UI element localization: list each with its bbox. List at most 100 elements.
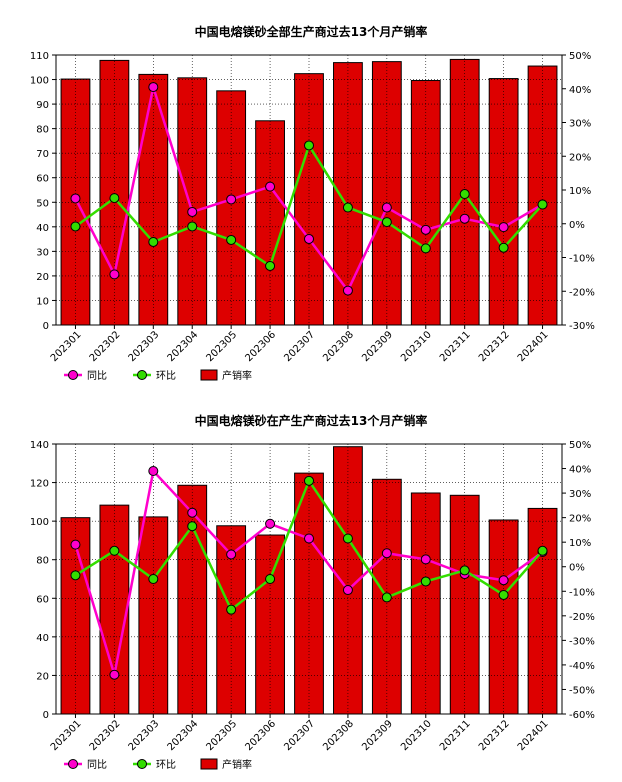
y-tick-label: 0 <box>43 321 49 332</box>
legend-bar-swatch <box>200 369 218 381</box>
y-tick-label: 120 <box>30 479 49 490</box>
x-tick-label: 202304 <box>166 329 201 364</box>
y-tick-label: 80 <box>36 125 49 136</box>
yoy-point-202305 <box>226 549 237 560</box>
y2-tick-label: 40% <box>569 85 591 96</box>
chart-svg-all-producers: 中国电熔镁砂全部生产商过去13个月产销率 0 10 20 30 40 50 60 70 80 90 1… <box>30 24 595 382</box>
mom-point-202312 <box>498 242 509 253</box>
mom-point-202308 <box>342 533 353 544</box>
x-tick-label: 202309 <box>360 329 395 364</box>
y2-tick-label: -30% <box>569 636 595 647</box>
legend-mom-label: 环比 <box>156 370 176 382</box>
chart-title: 中国电熔镁砂在产生产商过去13个月产销率 <box>195 413 428 428</box>
x-tick-label: 202308 <box>321 329 356 364</box>
mom-point-202310 <box>420 576 431 587</box>
y-tick-label: 70 <box>36 149 49 160</box>
x-tick-label: 202401 <box>516 329 551 364</box>
x-tick-label: 202310 <box>399 718 434 753</box>
legend-mom-marker <box>137 759 147 769</box>
y-tick-label: 60 <box>36 594 49 605</box>
yoy-point-202310 <box>420 554 431 565</box>
mom-point-202306 <box>265 260 276 271</box>
yoy-point-202303 <box>148 82 159 93</box>
y-tick-label: 140 <box>30 440 49 451</box>
yoy-point-202307 <box>304 233 314 244</box>
mom-point-202308 <box>342 202 353 213</box>
x-tick-label: 202307 <box>282 329 317 364</box>
x-tick-label: 202312 <box>477 718 512 753</box>
yoy-point-202308 <box>342 285 353 296</box>
y-tick-label: 20 <box>36 671 49 682</box>
x-tick-label: 202306 <box>243 329 278 364</box>
y-tick-label: 30 <box>36 247 49 258</box>
y2-tick-label: -30% <box>569 321 595 332</box>
y2-tick-label: 0% <box>569 563 585 574</box>
x-tick-label: 202302 <box>88 718 123 753</box>
y2-tick-label: -50% <box>569 685 595 696</box>
legend: 同比 环比 产销率 <box>64 369 252 382</box>
mom-point-202401 <box>537 545 548 556</box>
legend-yoy-marker <box>68 370 78 380</box>
y2-tick-label: 10% <box>569 538 591 549</box>
y2-tick-label: 30% <box>569 119 591 130</box>
mom-point-202302 <box>109 545 120 556</box>
x-tick-label: 202303 <box>127 329 162 364</box>
x-tick-label: 202304 <box>166 718 201 753</box>
y2-tick-label: 20% <box>569 514 591 525</box>
mom-point-202304 <box>187 521 198 532</box>
yoy-point-202302 <box>109 269 120 280</box>
yoy-point-202306 <box>265 518 276 529</box>
legend-bar-swatch <box>200 758 218 770</box>
legend-mom-label: 环比 <box>156 759 176 771</box>
yoy-point-202301 <box>70 539 81 550</box>
y-tick-label: 60 <box>36 174 49 185</box>
yoy-point-202301 <box>70 193 81 204</box>
y2-tick-label: 10% <box>569 186 591 197</box>
yoy-point-202310 <box>420 224 431 235</box>
bar-202305 <box>216 90 247 326</box>
x-tick-label: 202301 <box>49 718 84 753</box>
chart-svg-active-producers: 中国电熔镁砂在产生产商过去13个月产销率 0 20 40 60 80 100 120 140 -6… <box>30 413 595 771</box>
legend-yoy-label: 同比 <box>87 370 107 382</box>
mom-point-202304 <box>187 221 198 232</box>
y-tick-label: 90 <box>36 100 49 111</box>
y-tick-label: 100 <box>30 76 49 87</box>
mom-point-202312 <box>498 589 509 600</box>
x-tick-label: 202305 <box>204 718 239 753</box>
yoy-point-202309 <box>381 202 392 213</box>
legend-mom-marker <box>137 370 147 380</box>
y2-tick-label: -60% <box>569 710 595 721</box>
x-tick-label: 202311 <box>438 329 473 364</box>
y-tick-label: 10 <box>36 296 49 307</box>
y2-tick-label: 50% <box>569 440 591 451</box>
mom-point-202309 <box>381 592 392 603</box>
mom-point-202311 <box>459 189 470 200</box>
mom-point-202307 <box>304 140 314 151</box>
y-tick-label: 50 <box>36 198 49 209</box>
x-tick-label: 202303 <box>127 718 162 753</box>
mom-point-202303 <box>148 236 159 247</box>
y2-tick-label: -10% <box>569 587 595 598</box>
yoy-point-202302 <box>109 669 120 680</box>
mom-point-202307 <box>304 475 314 486</box>
mom-point-202301 <box>70 570 81 581</box>
legend-bar-label: 产销率 <box>222 758 252 771</box>
yoy-point-202308 <box>342 585 353 596</box>
y2-tick-label: -20% <box>569 287 595 298</box>
y2-tick-label: -40% <box>569 661 595 672</box>
yoy-point-202304 <box>187 206 198 217</box>
x-tick-label: 202305 <box>204 329 239 364</box>
y2-tick-label: 20% <box>569 152 591 163</box>
yoy-point-202304 <box>187 507 198 518</box>
mom-point-202305 <box>226 604 237 615</box>
legend-yoy-label: 同比 <box>87 759 107 771</box>
x-tick-label: 202306 <box>243 718 278 753</box>
mom-point-202311 <box>459 565 470 576</box>
legend-bar-label: 产销率 <box>222 369 252 382</box>
x-tick-label: 202310 <box>399 329 434 364</box>
legend-yoy-marker <box>68 759 78 769</box>
y2-tick-label: 40% <box>569 465 591 476</box>
chart-all-producers: 中国电熔镁砂全部生产商过去13个月产销率 0 10 20 30 40 50 60 70 80 90 1… <box>0 0 622 389</box>
yoy-point-202312 <box>498 222 509 233</box>
y-tick-label: 0 <box>43 710 49 721</box>
